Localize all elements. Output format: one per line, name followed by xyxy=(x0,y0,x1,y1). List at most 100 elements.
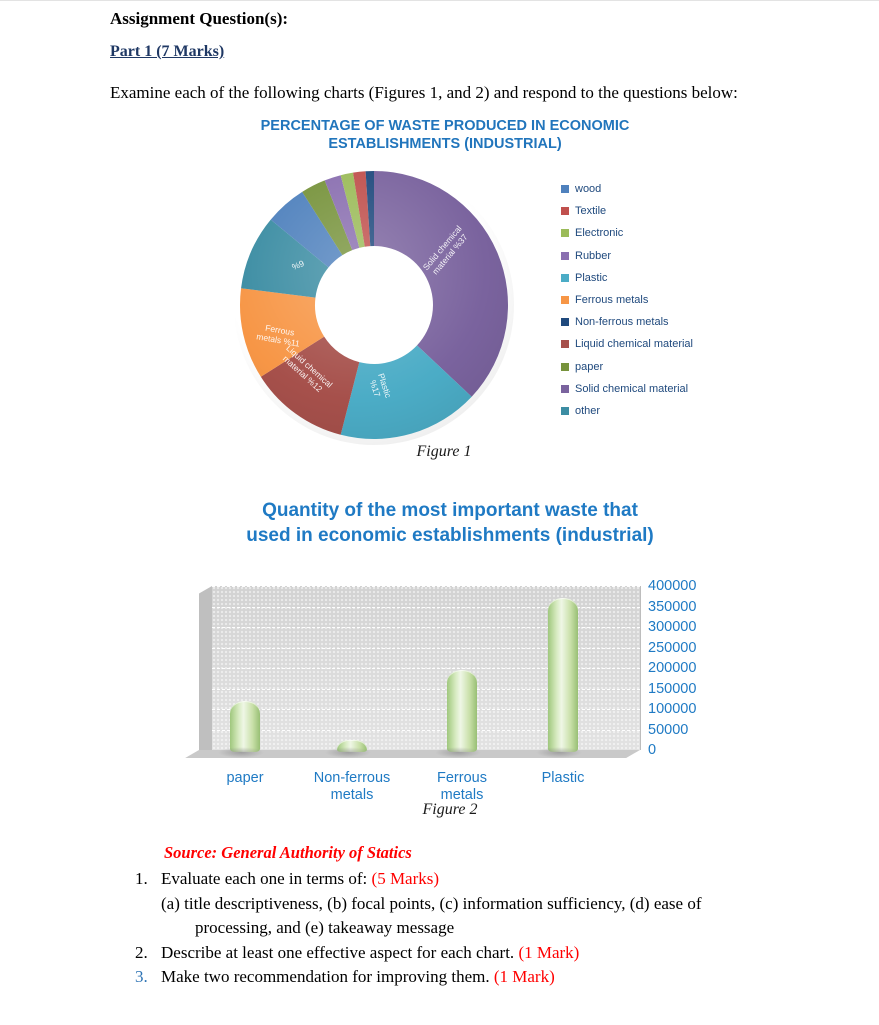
bar-chart-title-line1: Quantity of the most important waste tha… xyxy=(262,500,638,521)
gridline xyxy=(212,627,640,628)
legend-item-non-ferrous-metals: Non-ferrous metals xyxy=(561,311,711,333)
donut-slice-electronic xyxy=(340,172,365,248)
bar-chart-left-wall xyxy=(199,586,212,758)
donut-slice-non-ferrous-metals xyxy=(365,171,374,247)
gridline xyxy=(212,729,640,731)
legend-item-wood: wood xyxy=(561,178,711,200)
bar-paper xyxy=(218,700,264,759)
donut-slice-rubber xyxy=(324,175,360,251)
legend-swatch xyxy=(561,229,569,238)
legend-label: paper xyxy=(575,360,604,373)
question-1-number: 1. xyxy=(135,869,148,888)
category-label: paper xyxy=(226,770,264,786)
legend-swatch xyxy=(561,318,569,327)
question-1-text: Evaluate each one in terms of: xyxy=(161,869,372,888)
question-3: 3. Make two recommendation for improving … xyxy=(135,965,825,990)
legend-swatch xyxy=(561,296,569,305)
gridline xyxy=(212,688,640,690)
donut-slice-other xyxy=(241,219,329,298)
legend-swatch xyxy=(561,207,569,216)
question-1: 1. Evaluate each one in terms of: (5 Mark… xyxy=(135,867,825,892)
y-axis-label: 50000 xyxy=(648,721,689,738)
gridline xyxy=(212,668,640,669)
y-axis-label: 0 xyxy=(648,742,657,758)
donut-slice-paper xyxy=(302,180,353,256)
intro-text: Examine each of the following charts (Fi… xyxy=(110,83,738,102)
donut-slice-textile xyxy=(353,171,371,247)
question-3-number: 3. xyxy=(135,967,148,986)
donut-slice-solid-chemical-material xyxy=(374,171,508,397)
legend-label: Solid chemical material xyxy=(575,382,689,395)
bar-chart-title-line2: used in economic establishments (industr… xyxy=(246,525,654,546)
question-1-marks: (5 Marks) xyxy=(371,869,440,888)
y-axis-label: 350000 xyxy=(648,598,697,615)
legend-item-rubber: Rubber xyxy=(561,245,711,267)
donut-chart-svg xyxy=(240,171,508,439)
gridline xyxy=(212,586,640,587)
question-3-marks: (1 Mark) xyxy=(493,967,555,986)
legend-item-liquid-chemical-material: Liquid chemical material xyxy=(561,333,711,355)
legend-swatch xyxy=(561,406,569,415)
question-3-text: Make two recommendation for improving th… xyxy=(161,967,494,986)
legend-label: Ferrous metals xyxy=(575,294,649,307)
y-axis-label: 150000 xyxy=(648,680,697,697)
bar-chart-title: Quantity of the most important waste tha… xyxy=(170,498,730,548)
legend-label: Electronic xyxy=(575,227,624,240)
assignment-header: Assignment Question(s): xyxy=(110,9,289,28)
donut-slice-plastic xyxy=(340,345,472,439)
legend-label: Plastic xyxy=(575,271,608,284)
bar-ferrous-metals xyxy=(435,670,481,758)
legend-swatch xyxy=(561,185,569,194)
donut-slice-liquid-chemical-material xyxy=(260,336,360,435)
donut-chart-title: PERCENTAGE OF WASTE PRODUCED IN ECONOMIC… xyxy=(225,117,665,153)
donut-chart-legend: wood Textile Electronic Rubber Plastic Ferrou… xyxy=(561,178,711,422)
y-axis-label: 250000 xyxy=(648,639,697,656)
legend-item-paper: paper xyxy=(561,356,711,378)
legend-swatch xyxy=(561,362,569,371)
question-1-subline-2: processing, and (e) takeaway message xyxy=(195,918,455,937)
category-label: Ferrous metals xyxy=(437,770,487,803)
legend-swatch xyxy=(561,251,569,260)
donut-slice-wood xyxy=(270,191,343,268)
legend-label: Textile xyxy=(575,205,607,218)
gridline xyxy=(212,709,640,710)
figure1-caption: Figure 1 xyxy=(416,443,472,460)
category-label: Plastic xyxy=(541,770,585,786)
source-line: Source: General Authority of Statics xyxy=(164,843,412,862)
bar-chart: 400000 350000 300000 250000 200000 150000 1000… xyxy=(185,578,696,817)
legend-item-ferrous-metals: Ferrous metals xyxy=(561,289,711,311)
part-heading: Part 1 (7 Marks) xyxy=(110,43,225,60)
donut-slice-ferrous-metals xyxy=(240,288,325,377)
legend-item-solid-chemical-material: Solid chemical material xyxy=(561,378,711,400)
legend-item-textile: Textile xyxy=(561,200,711,222)
bar-plastic xyxy=(536,598,582,758)
question-2-number: 2. xyxy=(135,942,148,962)
bar-non-ferrous-metals xyxy=(325,739,371,759)
y-axis-label: 300000 xyxy=(648,619,697,635)
question-1-subline-1: (a) title descriptiveness, (b) focal poi… xyxy=(161,893,702,913)
legend-label: wood xyxy=(575,183,602,196)
y-axis-label: 200000 xyxy=(648,660,697,676)
question-2-marks: (1 Mark) xyxy=(518,942,580,962)
gridline xyxy=(212,606,640,608)
gridline xyxy=(212,647,640,649)
category-label: Non-ferrous metals xyxy=(313,770,391,803)
legend-item-electronic: Electronic xyxy=(561,222,711,244)
legend-swatch xyxy=(561,340,569,349)
legend-item-plastic: Plastic xyxy=(561,267,711,289)
legend-swatch xyxy=(561,273,569,282)
question-2-text: Describe at least one effective aspect f… xyxy=(161,942,519,962)
donut-chart-title-line2: ESTABLISHMENTS (INDUSTRIAL) xyxy=(328,136,562,152)
y-axis-label: 400000 xyxy=(648,578,697,594)
legend-label: Liquid chemical material xyxy=(575,338,693,351)
legend-swatch xyxy=(561,384,569,393)
legend-label: other xyxy=(575,404,601,417)
figure2-caption: Figure 2 xyxy=(422,801,478,818)
legend-item-other: other xyxy=(561,400,711,422)
y-axis-label: 100000 xyxy=(648,701,697,717)
donut-chart: Solid chemical material %37 Plastic %17 Li… xyxy=(234,165,514,445)
donut-chart-title-line1: PERCENTAGE OF WASTE PRODUCED IN ECONOMIC xyxy=(260,118,630,134)
question-list: 1. Evaluate each one in terms of: (5 Mark… xyxy=(135,867,825,990)
legend-label: Non-ferrous metals xyxy=(575,316,669,329)
